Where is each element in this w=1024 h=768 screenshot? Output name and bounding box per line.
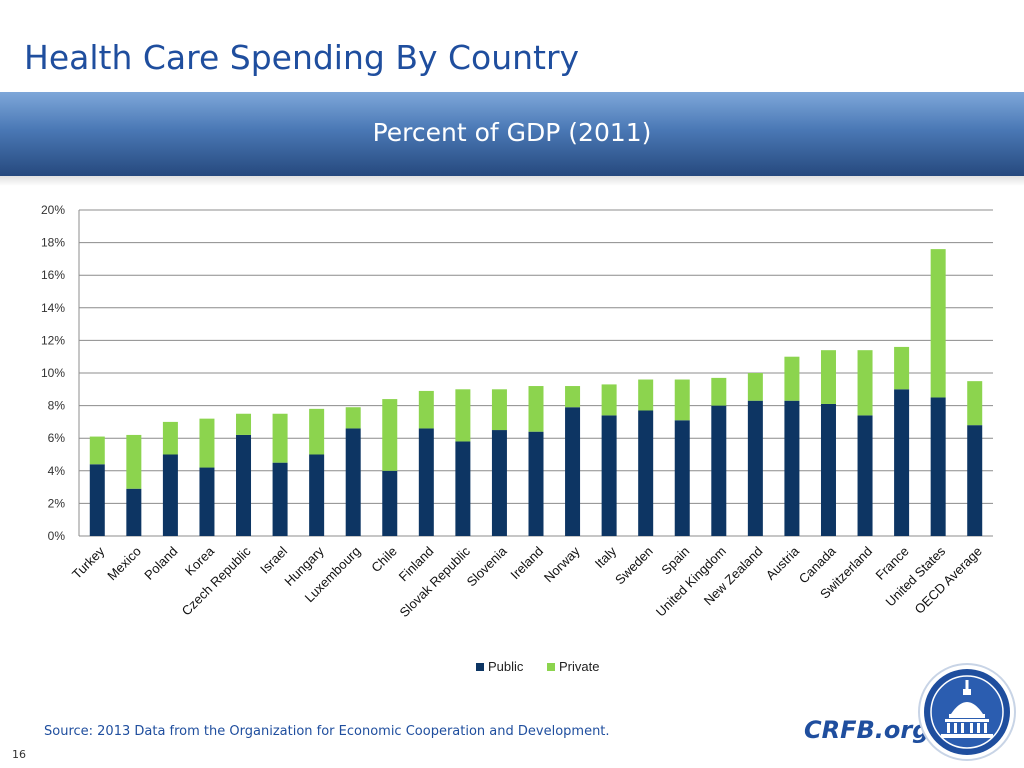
bar-private: [967, 381, 983, 426]
bar-private: [162, 421, 178, 455]
y-tick-label: 16%: [41, 268, 65, 282]
bar-public: [199, 467, 215, 536]
bar-private: [126, 434, 142, 489]
bar-private: [309, 408, 325, 455]
legend-swatch-private: [547, 663, 555, 671]
bar-public: [857, 415, 873, 536]
bar-public: [711, 405, 727, 536]
y-tick-label: 14%: [41, 301, 65, 315]
bar-public: [382, 470, 398, 536]
bar-public: [528, 431, 544, 536]
title-banner: [0, 92, 1024, 176]
bar-public: [674, 420, 690, 536]
x-category-label: Slovenia: [464, 543, 510, 589]
bar-public: [967, 425, 983, 536]
bar-public: [491, 430, 507, 536]
y-tick-label: 10%: [41, 366, 65, 380]
x-category-label: Spain: [658, 544, 692, 578]
y-tick-label: 8%: [48, 399, 66, 413]
source-note: Source: 2013 Data from the Organization …: [44, 724, 610, 739]
bar-private: [382, 399, 398, 471]
x-category-label: Israel: [257, 543, 290, 576]
bar-private: [930, 249, 946, 398]
legend-swatch-public: [476, 663, 484, 671]
bar-public: [89, 464, 105, 536]
bar-public: [747, 400, 763, 536]
bar-public: [565, 407, 581, 536]
bar-public: [784, 400, 800, 536]
stacked-bar-chart: 0% 2% 4% 6% 8% 10% 12% 14% 16% 18% 20% TurkeyMexic…: [41, 203, 993, 674]
bar-private: [199, 418, 215, 468]
bar-private: [236, 413, 252, 435]
bar-private: [894, 346, 910, 390]
bar-private: [272, 413, 288, 463]
bar-public: [126, 488, 142, 536]
bar-private: [491, 389, 507, 431]
slide-number: 16: [12, 748, 26, 761]
bar-private: [418, 390, 434, 429]
bar-public: [162, 454, 178, 536]
chart-title: Percent of GDP (2011): [372, 118, 652, 147]
bar-public: [820, 403, 836, 536]
y-tick-label: 2%: [48, 496, 66, 510]
bar-public: [236, 434, 252, 536]
bar-private: [455, 389, 471, 442]
y-tick-label: 0%: [48, 529, 66, 543]
y-tick-label: 6%: [48, 431, 66, 445]
bar-public: [345, 428, 361, 536]
y-tick-label: 4%: [48, 464, 66, 478]
x-category-label: Mexico: [104, 544, 144, 584]
bar-private: [857, 350, 873, 416]
capitol-dome-logo: [918, 663, 1016, 761]
x-category-label: OECD Average: [912, 544, 985, 617]
bar-public: [638, 410, 654, 536]
bar-private: [820, 350, 836, 404]
bar-private: [565, 386, 581, 408]
y-tick-label: 18%: [41, 236, 65, 250]
bar-public: [455, 441, 471, 536]
bar-public: [272, 462, 288, 536]
bar-private: [747, 373, 763, 401]
x-category-label: Ireland: [507, 544, 546, 583]
brand-link[interactable]: CRFB.org: [804, 716, 930, 744]
bar-private: [638, 379, 654, 411]
legend: Public Private: [476, 659, 599, 674]
bar-private: [711, 377, 727, 406]
bar-public: [309, 454, 325, 536]
legend-label-private: Private: [559, 659, 599, 674]
bar-private: [89, 436, 105, 465]
bars: [89, 249, 983, 536]
bar-private: [601, 384, 617, 416]
x-category-label: Chile: [368, 544, 400, 576]
slide-title: Health Care Spending By Country: [24, 38, 580, 77]
bar-public: [418, 428, 434, 536]
x-category-label: Italy: [592, 543, 620, 571]
bar-public: [894, 389, 910, 536]
y-tick-label: 12%: [41, 333, 65, 347]
x-category-label: Poland: [141, 544, 180, 583]
bar-private: [784, 356, 800, 401]
bar-public: [601, 415, 617, 536]
bar-private: [345, 407, 361, 429]
title-banner-shadow: [0, 176, 1024, 186]
y-tick-label: 20%: [41, 203, 65, 217]
x-category-label: Turkey: [69, 543, 108, 582]
y-axis-tick-labels: 0% 2% 4% 6% 8% 10% 12% 14% 16% 18% 20%: [41, 203, 65, 543]
x-category-label: Norway: [541, 543, 583, 585]
bar-public: [930, 397, 946, 536]
legend-label-public: Public: [488, 659, 524, 674]
bar-private: [674, 379, 690, 421]
bar-private: [528, 386, 544, 432]
x-category-label: Sweden: [612, 544, 656, 588]
